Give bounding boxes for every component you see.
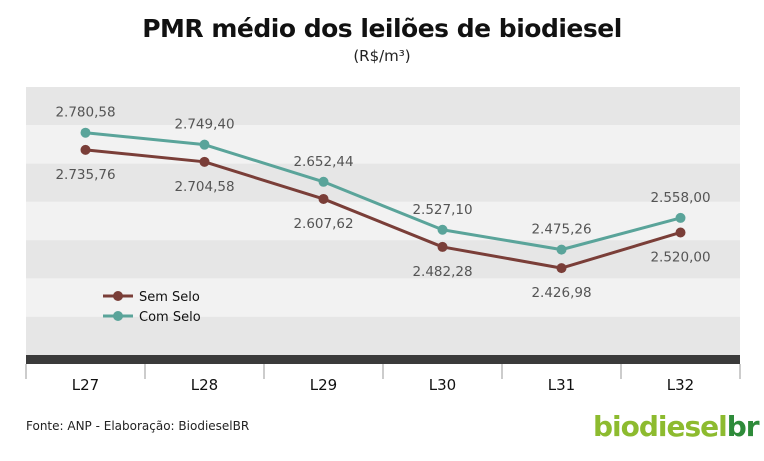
data-point xyxy=(318,176,329,187)
grid-band xyxy=(26,163,740,202)
legend-swatch-marker xyxy=(113,311,123,321)
data-point xyxy=(437,241,448,252)
grid-band xyxy=(26,278,740,317)
grid-band xyxy=(26,316,740,355)
data-label: 2.558,00 xyxy=(650,190,710,206)
x-axis-bar xyxy=(26,355,740,364)
x-tick-label: L27 xyxy=(72,376,99,394)
data-label: 2.607,62 xyxy=(293,216,353,232)
chart-title: PMR médio dos leilões de biodiesel xyxy=(142,14,622,43)
chart-subtitle: (R$/m³) xyxy=(353,47,411,65)
legend-label: Com Selo xyxy=(139,310,201,325)
data-point xyxy=(556,244,567,255)
grid-band xyxy=(26,201,740,241)
data-label: 2.749,40 xyxy=(174,117,234,133)
data-label: 2.704,58 xyxy=(174,179,234,195)
data-point xyxy=(675,212,686,223)
x-tick-label: L29 xyxy=(310,376,337,394)
x-tick-label: L28 xyxy=(191,376,218,394)
data-point xyxy=(437,224,448,235)
data-label: 2.527,10 xyxy=(412,202,472,218)
data-label: 2.780,58 xyxy=(55,105,115,121)
series-line xyxy=(85,131,681,252)
legend-label: Sem Selo xyxy=(139,290,200,305)
grid-band xyxy=(26,125,740,164)
x-tick-label: L30 xyxy=(429,376,456,394)
series-line xyxy=(85,148,681,270)
data-point xyxy=(556,263,567,274)
data-point xyxy=(80,144,91,155)
legend-swatch-marker xyxy=(113,291,123,301)
x-tick-label: L31 xyxy=(548,376,575,394)
data-point xyxy=(199,139,210,150)
data-label: 2.735,76 xyxy=(55,167,115,183)
data-label: 2.652,44 xyxy=(293,154,353,170)
data-label: 2.520,00 xyxy=(650,249,710,265)
logo-part-1: biodiesel xyxy=(593,410,728,443)
biodieselbr-logo: biodieselbr xyxy=(593,410,760,443)
data-label: 2.475,26 xyxy=(531,222,591,238)
data-point xyxy=(199,156,210,167)
x-tick-label: L32 xyxy=(667,376,694,394)
data-point xyxy=(675,227,686,238)
data-point xyxy=(80,127,91,138)
data-label: 2.426,98 xyxy=(531,285,591,301)
grid-band xyxy=(26,87,740,126)
logo-part-2: br xyxy=(726,410,760,443)
data-point xyxy=(318,193,329,204)
data-label: 2.482,28 xyxy=(412,264,472,280)
grid-band xyxy=(26,240,740,279)
source-note: Fonte: ANP - Elaboração: BiodieselBR xyxy=(26,419,250,433)
